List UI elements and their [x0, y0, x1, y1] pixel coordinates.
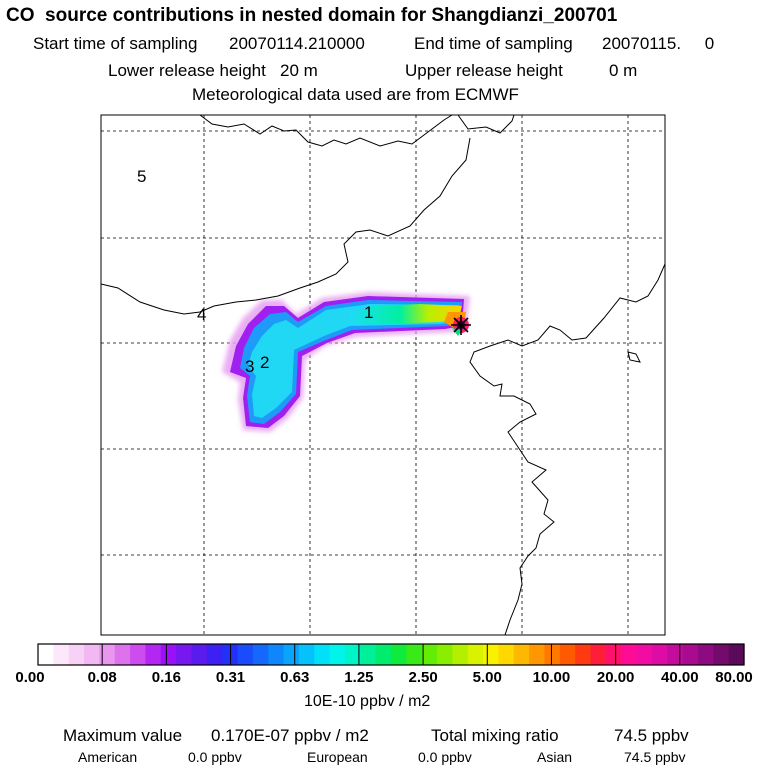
colorbar-cell: [713, 644, 730, 665]
colorbar-cell: [452, 644, 469, 665]
colorbar-cell: [114, 644, 131, 665]
colorbar-cell: [590, 644, 607, 665]
region-label-1: 1: [364, 303, 373, 322]
colorbar-cell: [391, 644, 407, 665]
colorbar-cell: [206, 644, 223, 665]
max-value: 0.170E-07 ppbv / m2: [211, 726, 369, 745]
colorbar-cell: [421, 644, 438, 665]
region-european-value: 0.0 ppbv: [418, 749, 472, 765]
region-label-3: 3: [245, 357, 254, 376]
colorbar-cell: [298, 644, 315, 665]
colorbar-cell: [483, 644, 500, 665]
region-label-5: 5: [137, 167, 146, 186]
colorbar-tick-label: 0.08: [87, 669, 117, 686]
colorbar-cell: [176, 644, 193, 665]
plume-green-tail: [452, 328, 462, 336]
region-label-2: 2: [260, 353, 269, 372]
coastlines: [100, 114, 666, 636]
plume-band-core: [350, 304, 462, 324]
total-mixing-label: Total mixing ratio: [431, 726, 559, 745]
colorbar-cell: [513, 644, 530, 665]
lat-lon-grid: [101, 115, 665, 635]
colorbar-cell: [682, 644, 699, 665]
colorbar-cell: [344, 644, 361, 665]
colorbar-tick-label: 2.50: [408, 669, 438, 686]
colorbar-cell: [529, 644, 546, 665]
colorbar-cell: [53, 644, 70, 665]
colorbar-tick-label: 0.31: [215, 669, 246, 686]
upper-release-label: Upper release height: [405, 61, 563, 80]
coastline-north: [199, 114, 453, 147]
colorbar-cell: [191, 644, 208, 665]
region-asian-value: 74.5 ppbv: [624, 749, 686, 765]
max-value-label: Maximum value: [63, 726, 183, 745]
colorbar-cell: [667, 644, 684, 665]
receptor-star-icon: [451, 315, 471, 335]
colorbar-cell: [406, 644, 423, 665]
colorbar-cell: [130, 644, 147, 665]
colorbar-tick-label: 0.63: [280, 669, 310, 686]
colorbar-cell: [375, 644, 392, 665]
colorbar-cell: [160, 644, 177, 665]
colorbar-tick-label: 20.00: [596, 669, 635, 686]
start-time-label: Start time of sampling: [33, 34, 198, 53]
colorbar-cell: [252, 644, 269, 665]
colorbar-tick-label: 40.00: [661, 669, 699, 686]
region-american-value: 0.0 ppbv: [188, 749, 242, 765]
colorbar-cell: [697, 644, 714, 665]
colorbar-cell: [360, 644, 377, 665]
colorbar-cell: [467, 644, 484, 665]
colorbar-cell: [68, 644, 85, 665]
plume-cyan-zone: [248, 304, 460, 418]
start-time-value: 20070114.210000: [229, 34, 365, 53]
region-label-4: 4: [197, 305, 206, 324]
map-title: CO source contributions in nested domain…: [6, 5, 618, 26]
coastline-northeast-bay: [457, 114, 515, 134]
colorbar-units: 10E-10 ppbv / m2: [304, 693, 431, 710]
colorbar-cell: [314, 644, 331, 665]
colorbar-cell: [145, 644, 162, 665]
colorbar-cell: [498, 644, 515, 665]
lower-release-value: 20 m: [280, 61, 318, 80]
lower-release-label: Lower release height: [108, 61, 266, 80]
region-asian-name: Asian: [537, 749, 573, 765]
colorbar-tick-label: 10.00: [532, 669, 571, 686]
coastline-peninsula: [100, 137, 471, 315]
colorbar-tick-label: 80.00: [715, 669, 753, 686]
colorbar-cell: [38, 644, 54, 665]
end-time-value: 20070115. 0: [602, 34, 715, 53]
total-mixing-value: 74.5 ppbv: [614, 726, 689, 745]
region-european-name: European: [307, 749, 368, 765]
colorbar-cell: [237, 644, 254, 665]
colorbar-tick-label: 5.00: [472, 669, 502, 686]
colorbar-cell: [544, 644, 561, 665]
colorbar-cell: [283, 644, 300, 665]
colorbar-cell: [605, 644, 622, 665]
colorbar-cell: [99, 644, 116, 665]
colorbar-cell: [437, 644, 453, 665]
colorbar-tick-label: 0.00: [15, 669, 45, 686]
colorbar-tick-label: 1.25: [344, 669, 374, 686]
colorbar-cell: [651, 644, 668, 665]
region-american-name: American: [78, 749, 138, 765]
map-frame: [100, 114, 666, 636]
coastline-island: [627, 351, 641, 363]
colorbar-cell: [329, 644, 346, 665]
colorbar-cell: [575, 644, 592, 665]
colorbar-cell: [728, 644, 745, 665]
colorbar-cell: [636, 644, 653, 665]
colorbar-cell: [84, 644, 100, 665]
end-time-label: End time of sampling: [414, 34, 573, 53]
met-data-note: Meteorological data used are from ECMWF: [192, 85, 519, 104]
colorbar-tick-label: 0.16: [151, 669, 181, 686]
coastline-east: [469, 263, 666, 636]
colorbar-cell: [268, 644, 285, 665]
colorbar-cell: [559, 644, 576, 665]
colorbar-cell: [621, 644, 638, 665]
upper-release-value: 0 m: [609, 61, 638, 80]
